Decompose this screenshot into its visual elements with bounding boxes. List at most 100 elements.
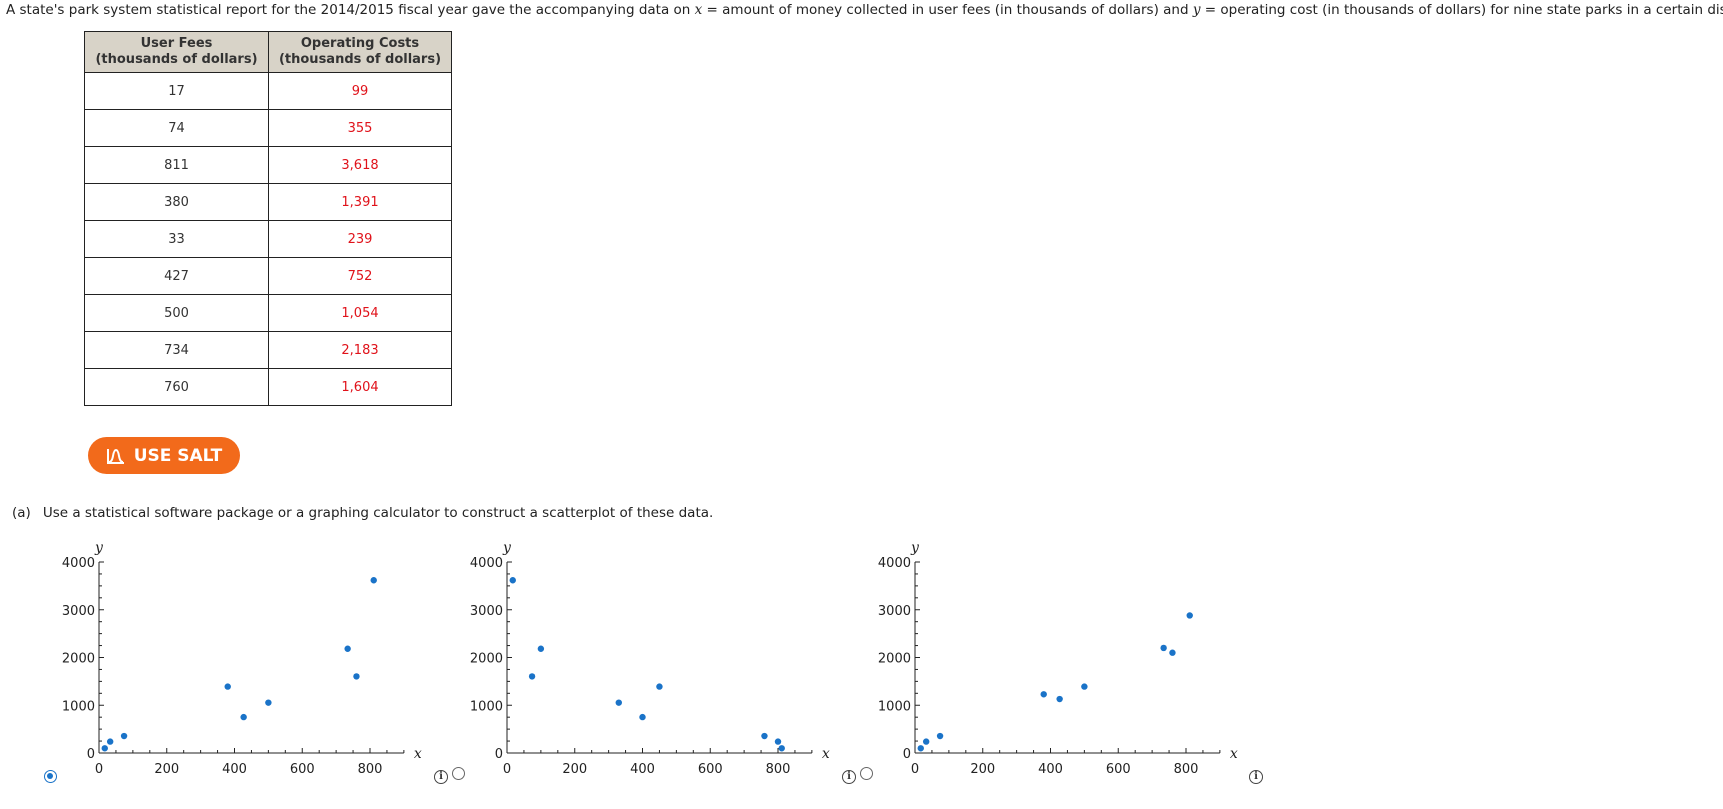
y-tick-label: 1000: [62, 699, 95, 714]
table-row: 811 3,618: [84, 146, 452, 184]
problem-intro: A state's park system statistical report…: [6, 2, 1723, 18]
data-point: [106, 738, 114, 745]
data-point: [778, 745, 785, 752]
x-tick-label: 400: [222, 762, 247, 777]
info-icon[interactable]: i: [1249, 770, 1263, 784]
x-tick-label: 800: [1174, 762, 1199, 777]
y-tick-label: 1000: [470, 699, 503, 714]
y-axis-label: y: [94, 540, 104, 556]
x-tick-label: 800: [766, 762, 791, 777]
y-tick-label: 2000: [470, 652, 503, 667]
use-salt-label: USE SALT: [133, 445, 223, 466]
data-point: [1081, 683, 1088, 690]
x-axis-label: x: [822, 746, 830, 762]
info-icon[interactable]: i: [842, 770, 856, 784]
y-tick-label: 3000: [878, 604, 911, 619]
x-tick-label: 200: [970, 762, 995, 777]
data-point: [1040, 691, 1047, 698]
part-a-text: Use a statistical software package or a …: [42, 505, 714, 521]
operating-cost-cell: 752: [268, 257, 452, 295]
y-tick-label: 4000: [470, 556, 503, 571]
user-fee-cell: 380: [84, 183, 269, 221]
data-point: [240, 713, 247, 721]
y-tick-label: 4000: [62, 556, 95, 571]
x-tick-label: 0: [911, 762, 919, 777]
data-point: [509, 577, 516, 584]
user-fee-cell: 811: [84, 146, 269, 184]
data-point: [936, 732, 944, 740]
x-tick-label: 400: [1038, 762, 1063, 777]
data-point: [639, 713, 646, 721]
y-axis-label: y: [910, 540, 920, 556]
x-tick-label: 0: [95, 762, 103, 777]
data-point: [615, 699, 622, 706]
data-table: User Fees (thousands of dollars) Operatin…: [84, 31, 452, 406]
operating-cost-cell: 1,604: [268, 368, 452, 406]
operating-cost-cell: 1,391: [268, 183, 452, 221]
data-point: [922, 738, 930, 745]
radio-option-2[interactable]: [452, 767, 465, 780]
header-user-fees: User Fees (thousands of dollars): [84, 31, 269, 73]
y-tick-label: 0: [903, 747, 911, 762]
data-point: [224, 683, 231, 690]
x-tick-label: 600: [698, 762, 723, 777]
y-tick-label: 1000: [878, 699, 911, 714]
data-point: [120, 732, 128, 740]
user-fee-cell: 74: [84, 109, 269, 147]
data-point: [1160, 644, 1167, 652]
info-icon[interactable]: i: [434, 770, 448, 784]
y-tick-label: 3000: [62, 604, 95, 619]
data-point: [528, 673, 536, 680]
y-tick-label: 0: [87, 747, 95, 762]
x-tick-label: 400: [630, 762, 655, 777]
header-operating-costs: Operating Costs (thousands of dollars): [268, 31, 452, 73]
y-tick-label: 4000: [878, 556, 911, 571]
y-tick-label: 3000: [470, 604, 503, 619]
operating-cost-cell: 99: [268, 72, 452, 110]
table-row: 74 355: [84, 109, 452, 147]
data-point: [1056, 695, 1063, 703]
y-axis-label: y: [502, 540, 512, 556]
operating-cost-cell: 2,183: [268, 331, 452, 369]
table-row: 380 1,391: [84, 183, 452, 221]
data-point: [370, 577, 377, 584]
table-row: 500 1,054: [84, 294, 452, 332]
radio-option-3[interactable]: [860, 767, 873, 780]
data-point: [353, 673, 360, 680]
y-tick-label: 2000: [62, 652, 95, 667]
operating-cost-cell: 3,618: [268, 146, 452, 184]
data-point: [537, 645, 545, 652]
data-point: [265, 699, 272, 706]
table-row: 734 2,183: [84, 331, 452, 369]
data-point: [1186, 612, 1193, 619]
data-point: [774, 738, 782, 745]
x-tick-label: 0: [503, 762, 511, 777]
x-tick-label: 600: [290, 762, 315, 777]
user-fee-cell: 500: [84, 294, 269, 332]
data-point: [101, 745, 108, 752]
radio-option-1[interactable]: [44, 770, 57, 783]
x-axis-label: x: [414, 746, 422, 762]
user-fee-cell: 17: [84, 72, 269, 110]
use-salt-button[interactable]: USE SALT: [88, 437, 240, 474]
operating-cost-cell: 239: [268, 220, 452, 258]
y-tick-label: 2000: [878, 652, 911, 667]
x-tick-label: 200: [154, 762, 179, 777]
y-variable: y: [1192, 2, 1201, 18]
table-row: 760 1,604: [84, 368, 452, 406]
table-row: 427 752: [84, 257, 452, 295]
operating-cost-cell: 1,054: [268, 294, 452, 332]
x-tick-label: 800: [358, 762, 383, 777]
data-point: [344, 645, 351, 652]
data-point: [917, 745, 924, 752]
y-tick-label: 0: [495, 747, 503, 762]
data-point: [656, 683, 663, 690]
salt-icon: [106, 448, 124, 464]
part-a-prompt: (a) Use a statistical software package or…: [12, 505, 713, 521]
data-point: [1169, 649, 1176, 656]
x-tick-label: 600: [1106, 762, 1131, 777]
x-axis-label: x: [1230, 746, 1238, 762]
x-tick-label: 200: [562, 762, 587, 777]
